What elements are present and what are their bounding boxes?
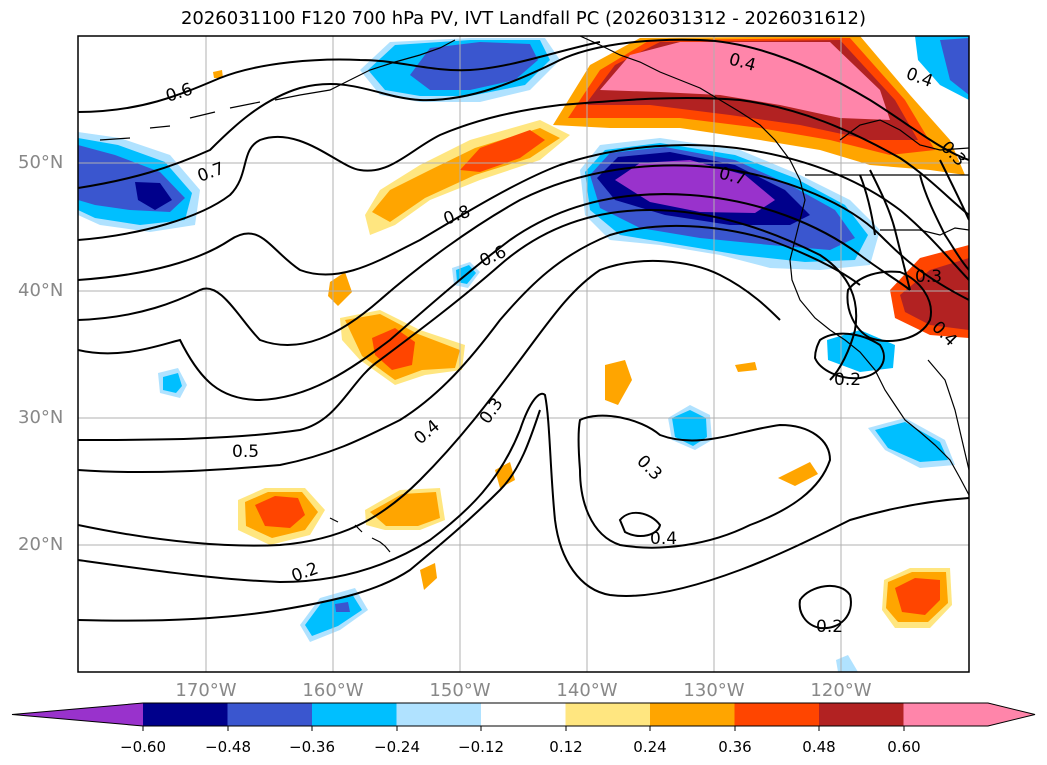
colorbar-tick-label: −0.36 [289,738,335,756]
colorbar-segment [903,703,989,726]
latitude-label: 50°N [18,152,64,173]
map-frame [77,35,970,673]
colorbar-tick-label: 0.36 [718,738,752,756]
colorbar-segment [565,703,651,726]
ivt-pc-contours [78,38,969,630]
colorbar-tick-label: −0.12 [458,738,504,756]
colorbar-segment [227,703,313,726]
colorbar-extend-max [988,703,1035,726]
colorbar-tick-label: −0.24 [374,738,420,756]
contour-label: 0.5 [232,442,259,462]
longitude-label: 170°W [175,680,237,701]
longitude-label: 120°W [810,680,872,701]
figure-title: 2026031100 F120 700 hPa PV, IVT Landfall… [180,8,867,29]
contour-label: 0.4 [650,529,677,549]
contour-label: 0.2 [834,370,861,390]
latitude-label: 40°N [18,280,64,301]
latitude-label: 20°N [18,534,64,555]
colorbar-extend-min [12,703,143,726]
longitude-label: 160°W [302,680,364,701]
contour-label: 0.3 [915,267,942,287]
coastlines [99,36,969,553]
colorbar-segment [819,703,904,726]
colorbar-segment [312,703,397,726]
contour-label: 0.2 [816,617,843,637]
colorbar-segment [734,703,820,726]
colorbar-tick-label: 0.24 [633,738,667,756]
longitude-label: 150°W [429,680,491,701]
colorbar-segment [481,703,566,726]
colorbar-segment [396,703,482,726]
colorbar-tick-label: 0.60 [887,738,921,756]
graticule [78,36,969,672]
colorbar-tick-label: 0.48 [802,738,836,756]
colorbar-segment [143,703,228,726]
colorbar-tick-label: 0.12 [549,738,583,756]
longitude-label: 130°W [683,680,745,701]
longitude-label: 140°W [556,680,618,701]
colorbar [11,702,1036,731]
colorbar-segment [650,703,735,726]
latitude-label: 30°N [18,407,64,428]
map-plot-area: 0.6 0.7 0.8 0.6 0.4 0.7 0.4 0.3 0.3 0.5 … [78,36,969,672]
pv-ivt-shading [78,36,969,672]
colorbar-tick-label: −0.48 [205,738,251,756]
colorbar-tick-label: −0.60 [120,738,166,756]
